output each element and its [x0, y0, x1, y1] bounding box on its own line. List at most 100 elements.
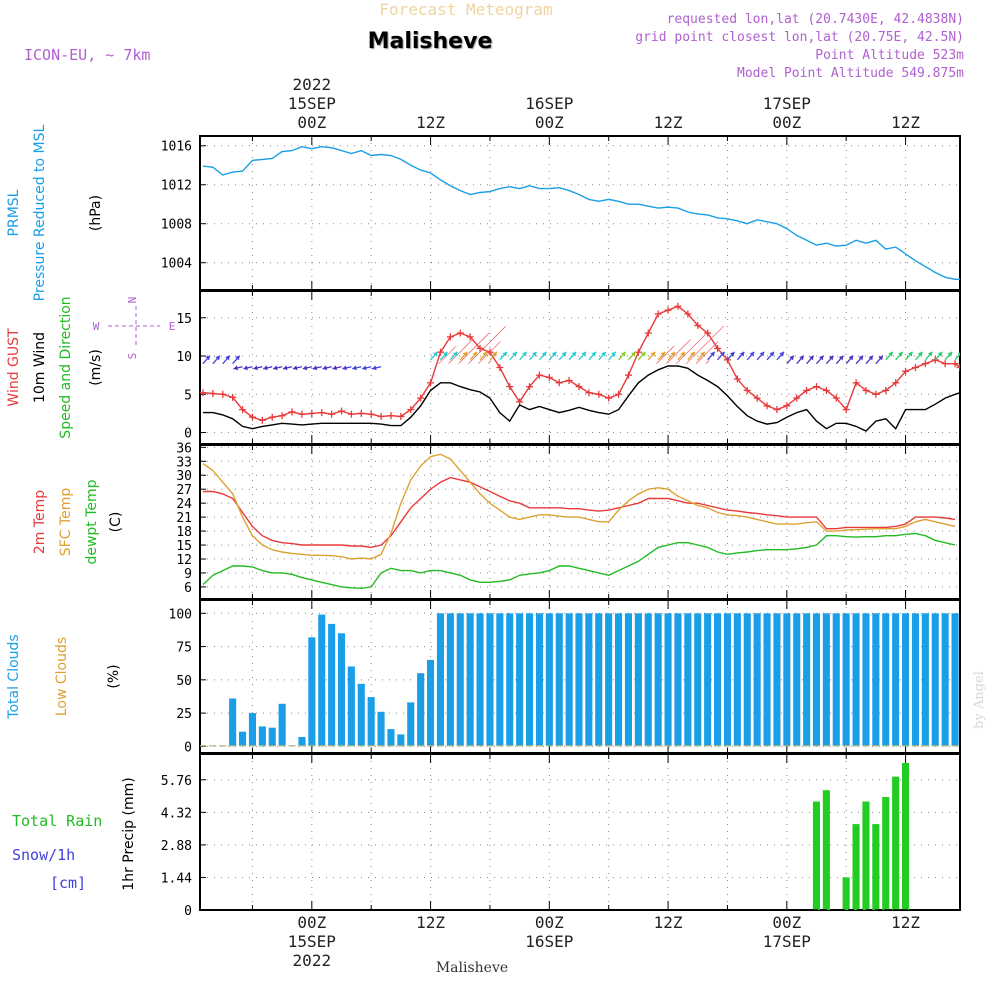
gust-marker: [219, 390, 227, 398]
pressure-series-layer: [202, 145, 960, 280]
compass-east: E: [169, 320, 176, 333]
wind-arrow: [499, 351, 508, 361]
wind-arrow: [558, 351, 567, 361]
clouds-bar: [357, 745, 365, 747]
clouds-bar: [832, 745, 840, 747]
gust-marker: [506, 383, 514, 391]
model-label: ICON-EU, ~ 7km: [24, 46, 150, 64]
clouds-bar: [526, 745, 534, 747]
wind-arrow: [538, 351, 547, 361]
gust-marker: [200, 389, 207, 397]
panel-label: (m/s): [88, 349, 104, 386]
wind-arrow: [312, 365, 322, 371]
precip-unit-label: 1hr Precip (mm): [121, 777, 137, 890]
time-axis-label: 00Z: [772, 913, 801, 932]
grid-point-coords: grid point closest lon,lat (20.75E, 42.5…: [635, 30, 964, 45]
clouds-bar: [743, 745, 751, 747]
clouds-series-layer: [200, 613, 959, 747]
panel-label: Low Clouds: [54, 637, 70, 716]
time-axis-label: 00Z: [535, 913, 564, 932]
clouds-bar: [377, 745, 385, 747]
clouds-bar: [902, 613, 910, 747]
time-axis-label: 12Z: [891, 113, 920, 132]
wind-arrow: [934, 351, 943, 361]
clouds-bar: [862, 613, 870, 747]
precip-label: Snow/1h: [12, 846, 75, 864]
wind-arrow: [746, 351, 755, 361]
y-tick-label: 30: [176, 469, 192, 484]
y-tick-label: 100: [169, 607, 192, 622]
clouds-bar: [723, 613, 731, 747]
clouds-bar: [902, 745, 910, 747]
wind-arrow: [756, 351, 765, 361]
y-tick-label: 4.32: [161, 806, 192, 821]
wind-arrow: [233, 365, 243, 371]
wind-arrow: [439, 351, 448, 361]
clouds-bar: [723, 745, 731, 747]
wind-arrow: [253, 365, 263, 371]
clouds-bar: [882, 613, 890, 747]
gust-marker: [753, 394, 761, 402]
time-axis-label: 15SEP: [288, 94, 336, 113]
gust-marker: [248, 413, 256, 421]
clouds-bar: [624, 613, 632, 747]
clouds-bar: [575, 745, 583, 747]
footer-location: Malisheve: [436, 960, 508, 976]
clouds-bar: [278, 703, 286, 747]
wind-arrow: [736, 351, 745, 361]
y-tick-label: 1012: [161, 179, 192, 194]
time-axis-label: 16SEP: [525, 94, 573, 113]
clouds-bar: [466, 745, 474, 747]
clouds-bar: [714, 613, 722, 747]
y-tick-label: 75: [176, 641, 192, 656]
clouds-bar: [308, 637, 316, 747]
wind-arrow: [924, 351, 933, 361]
gust-marker: [793, 394, 801, 402]
clouds-bar: [496, 613, 504, 747]
gust-marker: [882, 386, 890, 394]
clouds-bar: [911, 613, 919, 747]
gust-marker: [585, 389, 593, 397]
gust-marker: [634, 348, 642, 356]
requested-coords: requested lon,lat (20.7430E, 42.4838N): [667, 12, 964, 27]
clouds-bar: [555, 613, 563, 747]
panel-label: Wind GUST: [6, 328, 22, 407]
y-tick-label: 33: [176, 455, 192, 470]
time-axis-label: 12Z: [891, 913, 920, 932]
clouds-bar: [634, 613, 642, 747]
clouds-bar: [664, 745, 672, 747]
gust-marker: [545, 373, 553, 381]
time-axis-label: 00Z: [297, 913, 326, 932]
gust-marker: [357, 409, 365, 417]
gust-marker: [417, 394, 425, 402]
wind-arrow: [202, 355, 211, 365]
clouds-bar: [278, 745, 286, 747]
clouds-bar: [783, 613, 791, 747]
wind-arrow: [568, 351, 577, 361]
wind-arrow: [865, 355, 874, 365]
gust-marker: [496, 364, 504, 371]
gust-marker: [239, 406, 247, 414]
clouds-bar: [268, 745, 276, 747]
pressure-panel: 1016 1012 1008 1004 PRMSL Pressure Reduced to…: [6, 124, 961, 301]
clouds-bar: [704, 613, 712, 747]
clouds-bar: [545, 613, 553, 747]
gust-marker: [595, 390, 603, 398]
gust-marker: [872, 390, 880, 398]
wind-series-layer: [200, 302, 960, 432]
wind-arrow: [786, 355, 795, 365]
wind-arrow: [657, 351, 666, 361]
precip-label: Total Rain: [12, 812, 102, 830]
gust-marker: [694, 321, 702, 329]
gust-marker: [862, 386, 870, 394]
clouds-bar: [664, 613, 672, 747]
wind-arrow: [806, 355, 815, 365]
clouds-bar: [812, 613, 820, 747]
gust-marker: [446, 333, 454, 341]
gust-marker: [783, 402, 791, 410]
clouds-bar: [427, 659, 435, 747]
time-axis-label: 12Z: [416, 113, 445, 132]
wind-arrow: [816, 355, 824, 365]
clouds-bar: [862, 745, 870, 747]
